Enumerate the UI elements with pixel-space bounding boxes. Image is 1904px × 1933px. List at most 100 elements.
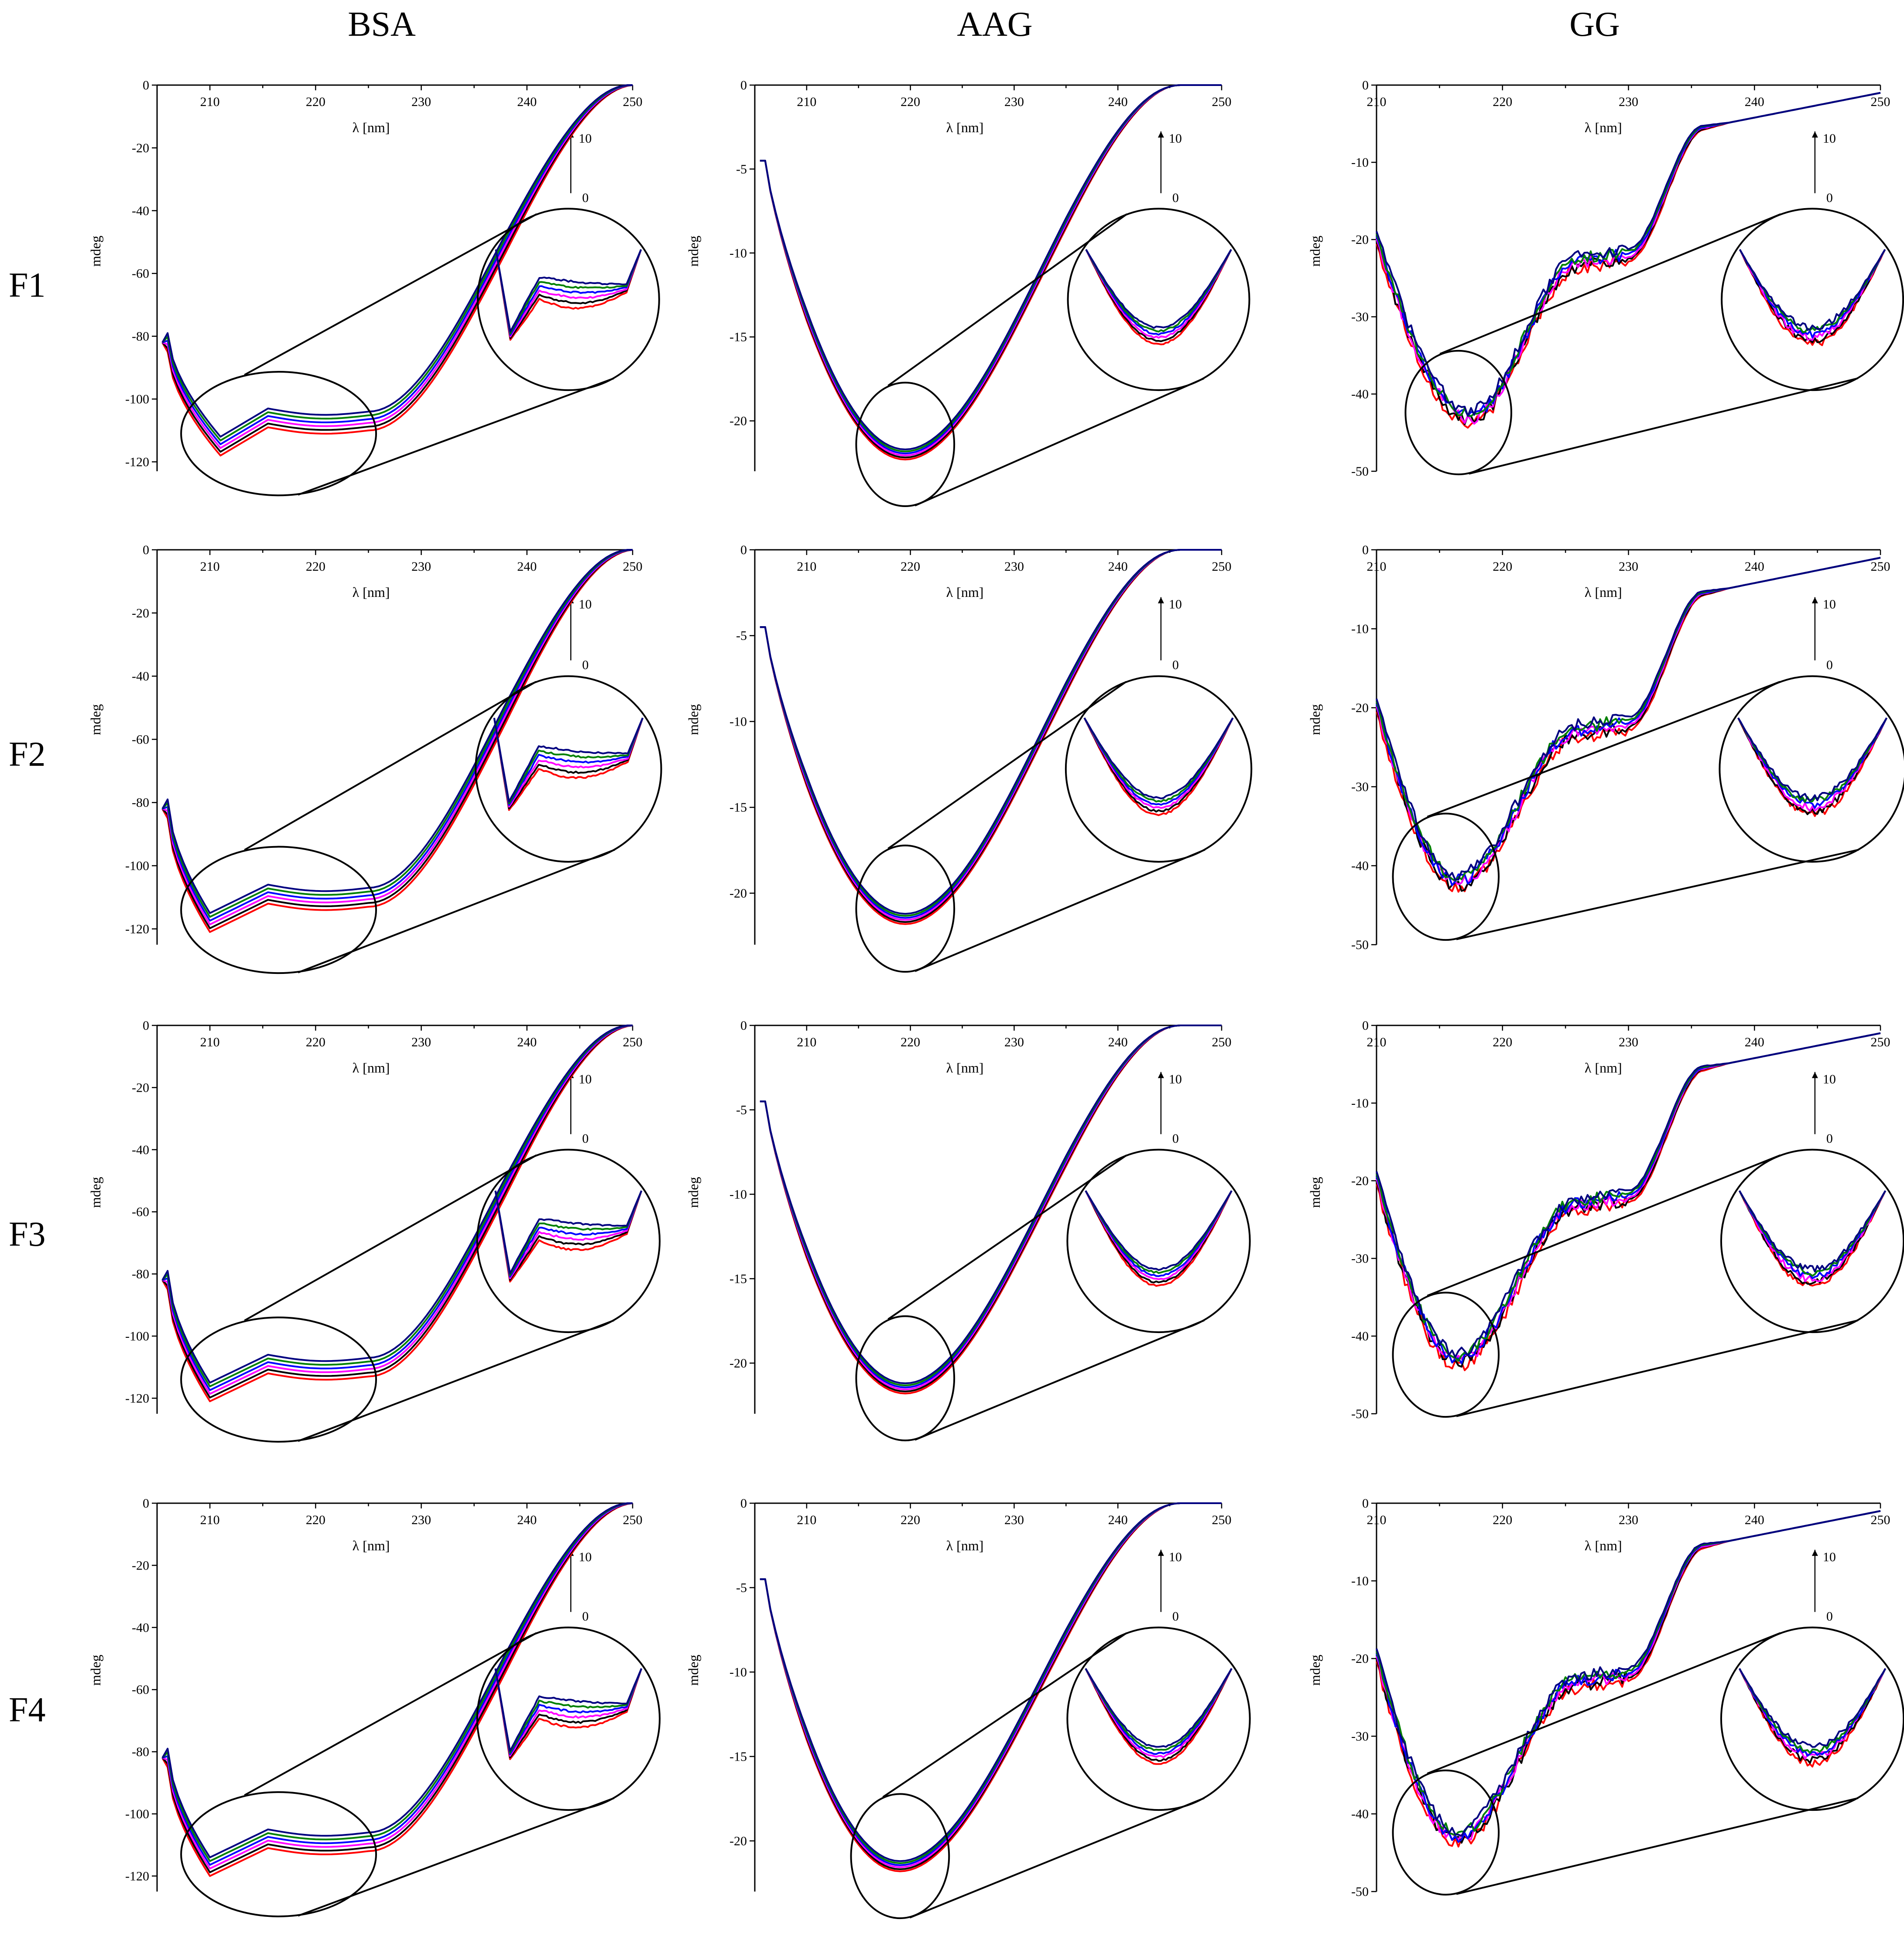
- y-tick-label: -30: [1351, 1729, 1369, 1744]
- column-title-gg: GG: [1569, 5, 1620, 44]
- panel-f1-aag: 210 220 230 240 250 0 -5 -10 -15 -20 λ [nm] mdeg 10 0: [685, 78, 1250, 507]
- y-tick-label: -10: [1351, 155, 1369, 170]
- y-tick-label: -40: [132, 204, 149, 218]
- y-axis-label: mdeg: [1307, 1655, 1323, 1686]
- zoom-region-ellipse: [855, 1315, 955, 1442]
- y-tick-label: -100: [125, 1329, 149, 1344]
- spectrum-series-0: [760, 1025, 1222, 1395]
- row-title-f2: F2: [9, 735, 46, 774]
- spectrum-series-1: [1376, 1510, 1881, 1844]
- spectrum-series-2: [1376, 1510, 1881, 1840]
- arrow-label-top: 10: [1823, 597, 1836, 612]
- zoom-inset-circle: [1065, 675, 1253, 863]
- zoom-connector-bottom: [909, 1797, 1205, 1919]
- spectrum-series-3: [760, 1025, 1222, 1388]
- y-axis-label: mdeg: [685, 1655, 701, 1686]
- x-tick-label: 240: [1745, 1035, 1764, 1049]
- spectrum-series-2: [1376, 557, 1881, 885]
- inset-series-3: [494, 1668, 643, 1755]
- inset-series-2: [494, 1190, 643, 1279]
- x-tick-label: 240: [1745, 1513, 1764, 1527]
- zoom-connector-top: [1427, 1154, 1781, 1297]
- spectrum-series-3: [162, 1502, 633, 1866]
- spectrum-series-3: [162, 1025, 633, 1391]
- y-tick-label: -80: [132, 1267, 149, 1282]
- arrow-label-top: 10: [579, 1550, 592, 1564]
- x-axis-label: λ [nm]: [1585, 1538, 1622, 1553]
- spectrum-series-4: [161, 1502, 633, 1862]
- x-tick-label: 230: [1619, 1513, 1638, 1527]
- x-tick-label: 240: [1108, 1513, 1128, 1527]
- inset-series-1: [493, 717, 644, 809]
- x-tick-label: 210: [797, 1035, 816, 1049]
- spectrum-series-4: [161, 549, 633, 918]
- arrow-head-icon: [1157, 1072, 1164, 1078]
- arrow-label-top: 10: [1169, 1550, 1182, 1564]
- zoom-region-ellipse: [855, 381, 955, 507]
- zoom-inset-circle: [476, 1148, 661, 1333]
- y-tick-label: -10: [1351, 622, 1369, 636]
- y-axis-label: mdeg: [1307, 704, 1323, 735]
- x-tick-label: 230: [1619, 559, 1638, 574]
- panel-f3-gg: 210 220 230 240 250 0 -10 -20 -30 -40 -50 λ [nm] mde…: [1307, 1018, 1904, 1421]
- zoom-region-ellipse: [1392, 1769, 1500, 1896]
- inset-series-5: [494, 1190, 643, 1275]
- inset-series-2: [495, 249, 642, 338]
- zoom-connector-bottom: [914, 377, 1205, 507]
- panel-f2-gg: 210 220 230 240 250 0 -10 -20 -30 -40 -50 λ [nm] mde…: [1307, 543, 1904, 952]
- x-tick-label: 250: [623, 559, 643, 574]
- x-tick-label: 250: [1212, 1513, 1232, 1527]
- y-axis-label: mdeg: [685, 1177, 701, 1208]
- x-tick-label: 210: [797, 95, 816, 109]
- zoom-region-ellipse: [1392, 812, 1500, 941]
- y-tick-label: -40: [1351, 1329, 1369, 1344]
- arrow-label-bottom: 0: [1826, 191, 1833, 205]
- y-tick-label: -10: [729, 246, 747, 260]
- x-tick-label: 240: [1108, 1035, 1128, 1049]
- y-tick-label: -120: [125, 1391, 149, 1405]
- y-axis-label: mdeg: [1307, 236, 1323, 267]
- inset-series-5: [494, 1668, 643, 1752]
- arrow-label-top: 10: [1823, 1072, 1836, 1086]
- spectrum-series-3: [162, 549, 633, 922]
- x-tick-label: 210: [1367, 95, 1387, 109]
- x-tick-label: 230: [1004, 1035, 1024, 1049]
- x-axis-label: λ [nm]: [1585, 1060, 1622, 1076]
- spectrum-series-2: [760, 549, 1222, 921]
- y-axis-label: mdeg: [88, 236, 103, 267]
- zoom-connector-top: [244, 681, 537, 851]
- y-tick-label: -60: [132, 267, 149, 281]
- x-tick-label: 250: [1871, 559, 1890, 574]
- inset-series-2: [1737, 717, 1887, 812]
- y-tick-label: -20: [132, 1558, 149, 1573]
- y-axis-label: mdeg: [685, 236, 701, 267]
- arrow-label-top: 10: [579, 1072, 592, 1086]
- y-tick-label: -100: [125, 392, 149, 407]
- x-tick-label: 250: [1871, 1035, 1890, 1049]
- spectrum-series-2: [760, 1025, 1222, 1391]
- arrow-label-top: 10: [1823, 1550, 1836, 1564]
- x-axis-label: λ [nm]: [946, 120, 984, 135]
- x-tick-label: 220: [901, 559, 920, 574]
- x-tick-label: 240: [1108, 95, 1128, 109]
- x-tick-label: 220: [1493, 559, 1512, 574]
- spectrum-series-0: [1376, 1032, 1881, 1371]
- x-tick-label: 230: [411, 1035, 431, 1049]
- y-tick-label: -100: [125, 1807, 149, 1821]
- y-axis-label: mdeg: [88, 1655, 103, 1686]
- y-tick-label: -120: [125, 455, 149, 469]
- zoom-connector-top: [244, 1632, 537, 1796]
- spectrum-series-3: [760, 1502, 1222, 1866]
- arrow-label-bottom: 0: [1826, 658, 1833, 672]
- spectrum-series-0: [1376, 92, 1881, 429]
- y-tick-label: -20: [729, 414, 747, 428]
- x-tick-label: 230: [1619, 95, 1638, 109]
- x-tick-label: 220: [306, 95, 325, 109]
- arrow-head-icon: [1812, 597, 1818, 603]
- arrow-label-bottom: 0: [1172, 1609, 1179, 1624]
- panel-f2-aag: 210 220 230 240 250 0 -5 -10 -15 -20 λ [nm] mdeg 10 0: [685, 543, 1253, 973]
- y-axis-label: mdeg: [88, 1177, 103, 1208]
- zoom-connector-bottom: [298, 1320, 615, 1442]
- spectrum-series-2: [162, 1502, 633, 1870]
- inset-series-5: [1083, 717, 1234, 799]
